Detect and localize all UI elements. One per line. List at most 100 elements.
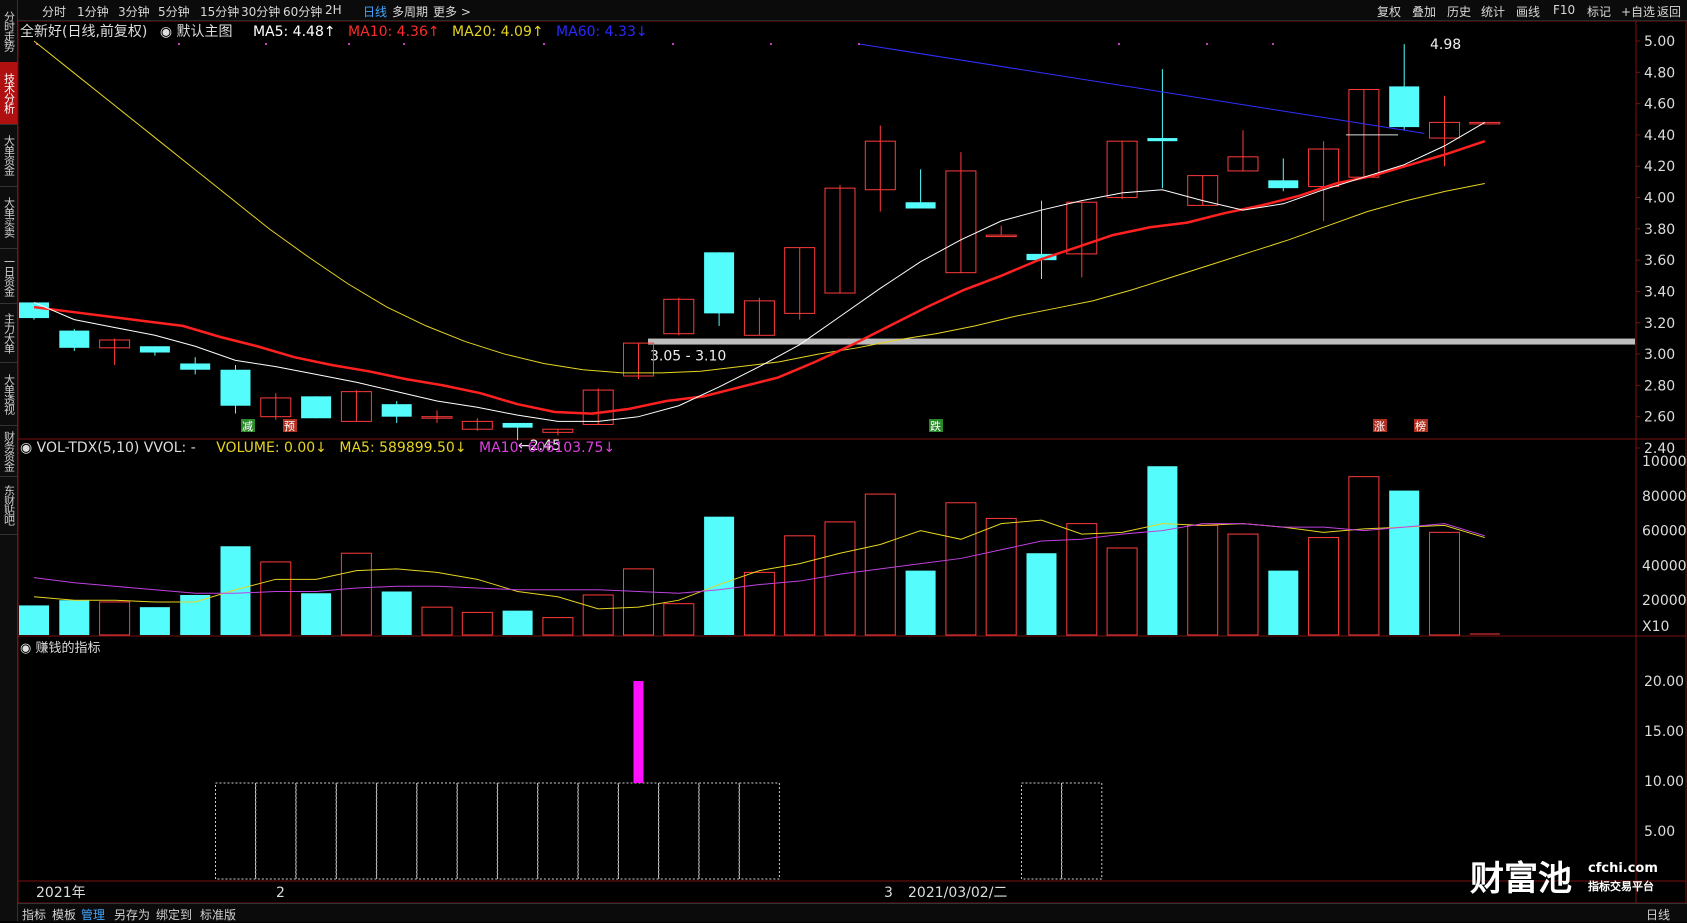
indicator-box — [738, 782, 780, 880]
period-toolbar: 分时 1分钟 3分钟 5分钟 15分钟 30分钟 60分钟 2H 日线 多周期 更多 > 复权 叠加 历史… — [0, 0, 1687, 21]
vol-ma10-line — [33, 523, 1485, 594]
period-tab[interactable]: 30分钟 — [241, 5, 281, 19]
ind-y-label: 20.00 — [1644, 674, 1684, 690]
volume-bar-up — [542, 617, 574, 636]
bottom-tab[interactable]: 标准版 — [200, 908, 237, 922]
y-tick-label: 2.60 — [1644, 410, 1675, 426]
volume-bar-up — [864, 493, 896, 636]
side-tab[interactable]: 大单透视 — [0, 362, 17, 426]
period-tab[interactable]: 日线 — [363, 5, 388, 19]
toolbar-button[interactable]: +自选 — [1621, 5, 1656, 19]
signal-badge — [929, 419, 943, 432]
stock-title[interactable]: 全新好(日线,前复权) — [20, 24, 148, 40]
period-tab[interactable]: 60分钟 — [283, 5, 323, 19]
period-tab[interactable]: 多周期 — [392, 5, 429, 19]
top-marker-dot — [403, 43, 405, 45]
left-tab-bar: 分时走势 技术分析 大单资金 大单买卖 一日资金 主力大单 大单透视 财务资金 东财贴吧 — [0, 0, 18, 921]
candle-body-up — [1227, 156, 1259, 172]
signal-badge-label: 跌 — [930, 419, 941, 433]
period-tab[interactable]: 5分钟 — [158, 5, 190, 19]
toolbar-button[interactable]: 历史 — [1447, 5, 1472, 19]
candle-body-down — [502, 422, 533, 428]
y-tick-label: 3.80 — [1644, 222, 1675, 238]
side-tab[interactable]: 东财贴吧 — [0, 476, 17, 535]
toolbar-button[interactable]: F10 — [1553, 3, 1576, 17]
bottom-tab[interactable]: 指标 — [22, 908, 47, 922]
indicator-title[interactable]: ◉ 赚钱的指标 — [20, 641, 101, 656]
indicator-box — [658, 782, 700, 880]
top-marker-dot — [672, 43, 674, 45]
kline-chart-svg[interactable]: 5.00 4.80 4.60 4.40 4.20 4.00 3.80 3.60 3.40 3.20… — [17, 20, 1687, 904]
volume-bar-up — [824, 521, 856, 636]
period-tab[interactable]: 15分钟 — [200, 5, 240, 19]
volume-bar-up — [582, 594, 614, 636]
toolbar-button[interactable]: 画线 — [1516, 5, 1541, 19]
indicator-box — [295, 782, 337, 880]
volume-bar-up — [340, 552, 372, 636]
signal-badge — [241, 419, 255, 432]
ind-y-label: 10.00 — [1644, 774, 1684, 790]
candle-body-down — [381, 404, 412, 417]
candle-body-down — [1147, 138, 1178, 142]
y-tick-label: 2.40 — [1644, 441, 1675, 457]
brand-logo: 财富池 cfchi.com 指标交易平台 — [1470, 852, 1675, 906]
toolbar-button[interactable]: 标记 — [1587, 5, 1612, 19]
top-marker-dot — [1118, 43, 1120, 45]
bottom-tab[interactable]: 模板 — [52, 908, 77, 922]
volume-title[interactable]: ◉ VOL-TDX(5,10) VVOL: - — [20, 440, 196, 456]
volume-bar-up — [1227, 533, 1259, 636]
candle-body-down — [139, 346, 170, 353]
volume-bar-up — [461, 611, 493, 636]
top-marker-dot — [348, 43, 350, 45]
volume-bar-down — [19, 605, 49, 635]
period-tab[interactable]: 更多 > — [433, 5, 471, 19]
toolbar-button[interactable]: 返回 — [1657, 5, 1682, 19]
indicator-legend: ◉ 赚钱的指标 — [20, 637, 117, 656]
period-tab[interactable]: 2H — [325, 3, 342, 17]
candle-body-up — [663, 298, 695, 335]
period-tab[interactable]: 分时 — [42, 5, 67, 19]
chart-border — [17, 20, 1687, 904]
toolbar-button[interactable]: 统计 — [1481, 5, 1506, 19]
side-tab[interactable]: 一日资金 — [0, 248, 17, 304]
bottom-tab[interactable]: 管理 — [81, 908, 106, 922]
bottom-tab[interactable]: 绑定到 — [156, 908, 193, 922]
volume-bar-down — [180, 594, 211, 635]
volume-bar-up — [623, 568, 654, 636]
toolbar-button[interactable]: 复权 — [1377, 5, 1402, 19]
indicator-box — [376, 782, 418, 880]
indicator-box — [618, 782, 659, 880]
volume-bar-down — [59, 600, 90, 635]
side-tab[interactable]: 分时走势 — [0, 0, 17, 63]
volume-bar-up — [1187, 524, 1219, 636]
indicator-box — [1061, 782, 1103, 880]
template-selector[interactable]: ◉ 默认主图 — [159, 24, 233, 40]
side-tab[interactable]: 大单资金 — [0, 124, 17, 187]
period-tab[interactable]: 1分钟 — [77, 5, 109, 19]
candle-body-up — [99, 339, 131, 349]
indicator-box — [537, 782, 579, 880]
vol-y-label: X10 — [1642, 619, 1669, 635]
volume-bar-down — [905, 570, 936, 635]
x-axis-label: 2021/03/02/二 — [908, 885, 1007, 901]
support-band — [648, 338, 1635, 345]
y-tick-label: 5.00 — [1644, 34, 1675, 50]
volume-bar-down — [139, 607, 170, 635]
support-band-label: 3.05 - 3.10 — [650, 349, 726, 365]
period-indicator: 日线 — [1646, 908, 1671, 922]
side-tab[interactable]: 财务资金 — [0, 425, 17, 477]
side-tab[interactable]: 技术分析 — [0, 62, 17, 125]
side-tab[interactable]: 大单买卖 — [0, 186, 17, 249]
side-tab[interactable]: 主力大单 — [0, 303, 17, 363]
candle-body-down — [704, 252, 735, 314]
x-axis-label: 2021年 — [36, 885, 86, 901]
bottom-tab[interactable]: 另存为 — [114, 908, 151, 922]
indicator-box — [456, 782, 498, 880]
high-price-label: 4.98 — [1430, 37, 1461, 53]
volume-bar-down — [381, 591, 412, 635]
ma5-label: MA5: 4.48↑ — [252, 24, 336, 40]
toolbar-button[interactable]: 叠加 — [1412, 5, 1437, 19]
period-tab[interactable]: 3分钟 — [118, 5, 150, 19]
candle-body-up — [1066, 201, 1098, 255]
volume-legend: ◉ VOL-TDX(5,10) VVOL: - VOLUME: 0.00↓ MA… — [20, 440, 623, 456]
